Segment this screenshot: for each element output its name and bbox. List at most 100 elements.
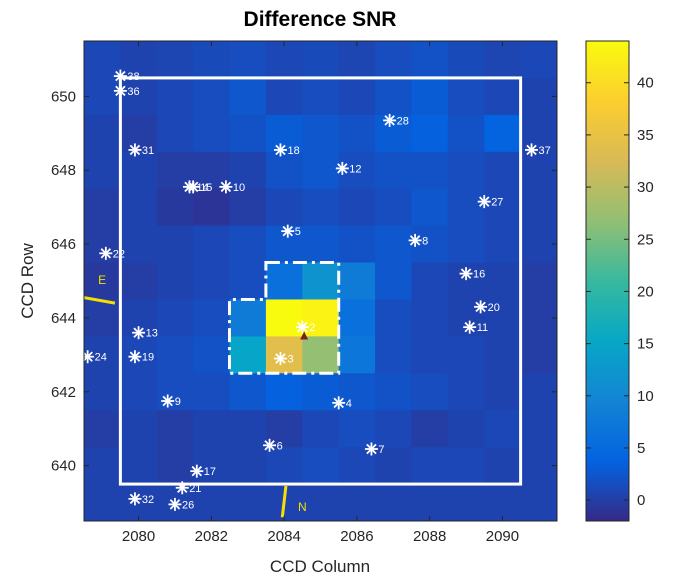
heatmap-cell [411,373,449,411]
heatmap-cell [338,225,376,264]
star-label-2: 2 [309,322,315,334]
heatmap-cell [520,299,557,337]
colorbar-ticks: 0 5 10 15 20 25 30 35 40 [586,75,654,509]
heatmap-cell [375,336,413,374]
star-label-12: 12 [349,163,361,175]
star-label-16: 16 [473,269,485,281]
colorbar-tick-label: 35 [637,127,654,144]
direction-line-e [84,296,116,305]
heatmap-cell [484,299,522,337]
star-label-6: 6 [277,440,283,452]
heatmap-cell [229,151,267,190]
heatmap-cell [156,77,194,116]
heatmap-cell [229,373,267,411]
star-marker-16: 16 [459,267,485,281]
heatmap-cell [265,447,303,485]
heatmap-cell [84,41,121,79]
heatmap-cell [520,41,557,79]
heatmap-cell [302,484,340,521]
y-tick-label: 640 [51,458,76,475]
star-marker-37: 37 [525,143,551,157]
star-label-36: 36 [127,86,139,98]
heatmap-cell [375,410,413,448]
heatmap-cell [484,114,522,153]
star-marker-21: 21 [175,481,201,495]
heatmap-cell [520,410,557,448]
heatmap-cell [484,410,522,448]
heatmap-cell [411,447,449,485]
heatmap-cell [520,484,557,521]
heatmap-cell [484,373,522,411]
x-tick-label: 2084 [267,528,300,545]
heatmap-cell [484,41,522,79]
star-marker-2: 2 [295,320,315,334]
star-label-13: 13 [146,328,158,340]
heatmap-cell [156,410,194,448]
heatmap-cell [84,188,121,227]
heatmap-cell [338,188,376,227]
heatmap-cell [156,151,194,190]
heatmap-cell [338,41,376,79]
y-tick-label: 644 [51,310,76,327]
star-marker-22: 22 [99,246,125,260]
heatmap-cell [229,114,267,153]
star-marker-8: 8 [408,233,428,247]
colorbar-tick-label: 0 [637,492,645,509]
heatmap-cell [229,299,267,337]
direction-label-n: N [298,500,307,514]
heatmap-cell [120,373,158,411]
heatmap-cell [375,373,413,411]
heatmap-cell [265,188,303,227]
direction-line-n [280,485,288,518]
heatmap-cell [375,151,413,190]
star-marker-13: 13 [132,326,158,340]
heatmap-cell [484,77,522,116]
heatmap-cell [484,336,522,374]
heatmap-cell [520,77,557,116]
heatmap-cell [156,114,194,153]
heatmap-cell [447,336,485,374]
star-label-19: 19 [142,352,154,364]
heatmap-cell [447,188,485,227]
target-marker [300,331,309,340]
star-marker-4: 4 [332,396,352,410]
heatmap-cell [84,151,121,190]
heatmap-cell [520,151,557,190]
heatmap-cell [302,262,340,301]
heatmap-cell [302,225,340,264]
heatmap-cell [520,373,557,411]
star-label-21: 21 [189,483,201,495]
heatmap-cell [84,114,121,153]
heatmap-cell [156,447,194,485]
heatmap-cell [375,299,413,337]
heatmap-cell [484,262,522,301]
heatmap-cell [120,151,158,190]
heatmap-cell [484,447,522,485]
colorbar-tick-label: 25 [637,231,654,248]
star-marker-9: 9 [161,394,181,408]
heatmap-cell [411,41,449,79]
heatmap-cell [229,410,267,448]
heatmap-cell [156,225,194,264]
colorbar-tick-label: 5 [637,440,645,457]
heatmap-cell [265,299,303,337]
heatmap-cell [411,77,449,116]
heatmap-cell [229,447,267,485]
star-label-18: 18 [288,145,300,157]
star-marker-26: 26 [168,497,194,511]
heatmap-cell [229,336,267,374]
outer-box [118,76,523,486]
direction-label-e: E [98,273,106,287]
heatmap-cell [484,484,522,521]
star-marker-11: 11 [463,320,488,334]
heatmap-cell [193,484,231,521]
star-label-11: 11 [477,322,488,334]
star-marker-12: 12 [335,161,362,175]
heatmap-cells [84,41,557,521]
x-tick-label: 2080 [122,528,155,545]
star-label-8: 8 [422,235,428,247]
heatmap-cell [520,188,557,227]
heatmap-cell [338,114,376,153]
